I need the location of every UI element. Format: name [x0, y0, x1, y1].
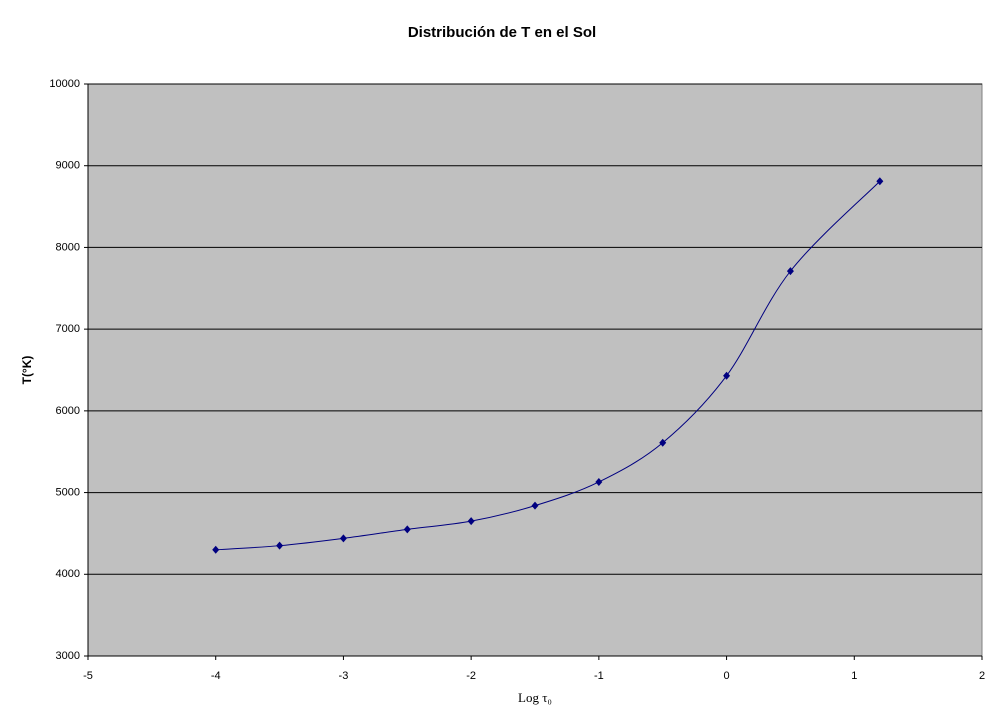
x-axis-label: Log τ₀ — [518, 690, 552, 705]
x-tick-label: 2 — [979, 670, 985, 682]
point-marker — [876, 177, 884, 186]
x-tick-label: -3 — [339, 670, 349, 682]
point-marker — [659, 438, 667, 447]
chart-title: Distribución de T en el Sol — [408, 24, 596, 41]
x-tick-label: -1 — [594, 670, 604, 682]
point-marker — [403, 525, 411, 534]
x-tick-label: 1 — [851, 670, 857, 682]
point-marker — [339, 534, 347, 543]
point-marker — [467, 517, 475, 526]
x-tick-label: 0 — [724, 670, 730, 682]
y-tick-label: 3000 — [56, 650, 80, 662]
point-marker — [786, 267, 794, 276]
point-marker — [276, 541, 284, 550]
y-tick-label: 9000 — [56, 160, 80, 172]
y-tick-label: 5000 — [56, 486, 80, 498]
x-tick-label: -2 — [466, 670, 476, 682]
x-tick-label: -5 — [83, 670, 93, 682]
plot-area — [87, 83, 983, 657]
series-line — [215, 180, 881, 551]
y-tick-label: 7000 — [56, 323, 80, 335]
x-tick-label: -4 — [211, 670, 221, 682]
point-marker — [212, 545, 220, 554]
y-tick-label: 4000 — [56, 568, 80, 580]
point-marker — [531, 501, 539, 510]
point-marker — [595, 477, 603, 486]
point-marker — [723, 371, 731, 380]
y-tick-label: 10000 — [49, 78, 80, 90]
y-axis-label: T(°K) — [20, 356, 34, 385]
y-tick-label: 6000 — [56, 405, 80, 417]
y-tick-label: 8000 — [56, 241, 80, 253]
